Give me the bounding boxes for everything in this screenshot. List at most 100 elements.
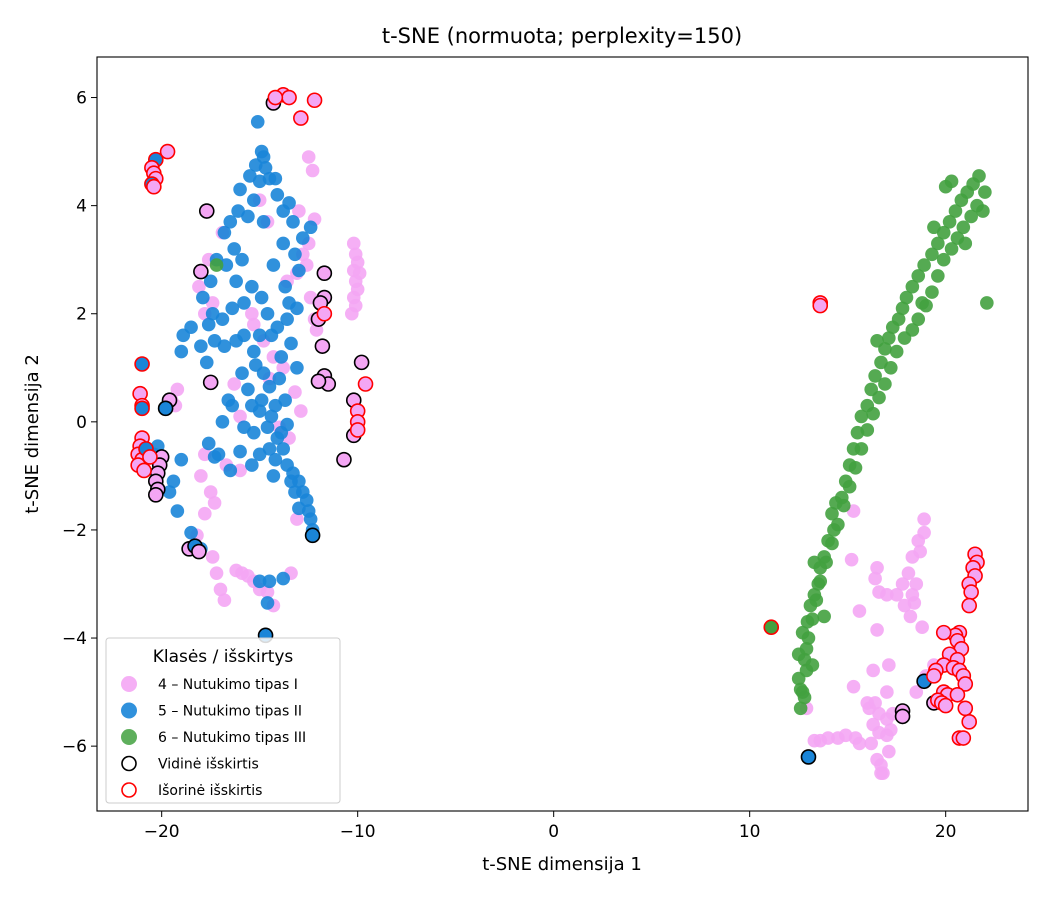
y-axis-title: t-SNE dimensija 2 (22, 354, 43, 514)
class-point (199, 355, 214, 370)
inner-outlier-point (316, 265, 333, 282)
class-point (201, 317, 216, 332)
class-point (286, 215, 300, 229)
inner-outlier-point (314, 338, 331, 354)
class-point (221, 393, 236, 408)
legend-title: Klasės / išskirtys (153, 647, 294, 667)
class-point (247, 193, 261, 208)
class-point (882, 744, 896, 759)
legend-box (105, 637, 341, 804)
class-point (854, 442, 869, 456)
x-tick-label: −10 (340, 822, 376, 842)
class-point (170, 382, 185, 397)
class-point (280, 312, 294, 326)
class-point (229, 333, 243, 348)
inner-outlier-point (148, 487, 164, 503)
class-point (254, 290, 269, 305)
class-point (262, 379, 277, 394)
class-point (288, 385, 302, 399)
class-point (235, 366, 249, 380)
legend-marker (121, 729, 137, 745)
class-point (884, 360, 898, 375)
class-point (166, 474, 181, 489)
series-2 (147, 115, 320, 610)
class-point (911, 269, 926, 283)
class-point (909, 577, 924, 591)
class-point (268, 452, 283, 467)
class-point (980, 296, 994, 310)
class-point (889, 344, 904, 359)
class-point (170, 504, 185, 518)
class-point (290, 360, 304, 375)
class-point (209, 566, 224, 580)
class-point (272, 371, 287, 386)
class-point (227, 242, 241, 256)
class-point (795, 685, 810, 699)
x-tick-label: 20 (935, 822, 957, 842)
class-point (194, 469, 208, 483)
class-point (956, 220, 971, 235)
inner-outlier-point (191, 543, 207, 560)
class-point (813, 574, 828, 589)
class-point (927, 220, 941, 235)
class-point (209, 258, 224, 272)
outer-outlier-point (134, 356, 150, 372)
class-point (915, 296, 929, 310)
class-point (235, 252, 249, 267)
class-point (225, 301, 240, 316)
class-point (205, 550, 220, 564)
class-point (911, 312, 926, 326)
class-point (905, 587, 920, 602)
class-point (284, 474, 298, 489)
class-point (252, 447, 267, 462)
class-point (245, 306, 259, 321)
class-point (280, 417, 294, 432)
class-point (303, 512, 318, 526)
class-point (237, 296, 251, 310)
outer-outlier-point (316, 305, 333, 322)
class-point (266, 258, 281, 272)
class-point (256, 366, 271, 380)
class-point (831, 731, 845, 745)
class-point (284, 336, 298, 351)
class-point (901, 566, 916, 580)
inner-outlier-point (157, 400, 174, 417)
class-point (223, 463, 238, 478)
outer-outlier-point (306, 92, 323, 109)
plot-frame (96, 56, 1029, 812)
inner-outlier-point (894, 708, 911, 725)
class-point (870, 560, 884, 575)
class-point (866, 406, 880, 421)
inner-outlier-point (336, 451, 352, 468)
y-tick-label: 4 (76, 197, 87, 217)
outer-outlier-point (937, 697, 954, 714)
class-point (174, 344, 189, 359)
class-point (276, 571, 291, 586)
outer-outlier-point (957, 700, 974, 717)
outer-outlier-point (955, 730, 972, 746)
outer-outlier-point (267, 89, 284, 106)
class-point (274, 350, 289, 364)
class-point (801, 631, 816, 645)
class-point (948, 204, 963, 218)
class-point (262, 574, 277, 589)
y-tick-label: −2 (62, 521, 87, 541)
class-point (217, 593, 232, 608)
class-point (288, 485, 302, 499)
class-point (805, 658, 820, 672)
y-tick-label: 0 (76, 413, 87, 433)
class-point (909, 685, 924, 699)
y-tick-label: −6 (62, 737, 87, 757)
class-point (915, 620, 929, 635)
outer-outlier-point (961, 597, 978, 614)
class-point (215, 415, 230, 429)
class-point (897, 598, 912, 613)
outer-outlier-point (159, 143, 176, 160)
class-point (292, 263, 306, 278)
class-point (346, 236, 361, 251)
class-point (203, 274, 218, 289)
class-point (870, 333, 884, 348)
class-point (233, 409, 247, 424)
legend-label: 5 – Nutukimo tipas II (158, 704, 302, 720)
outer-outlier-point (963, 584, 979, 600)
